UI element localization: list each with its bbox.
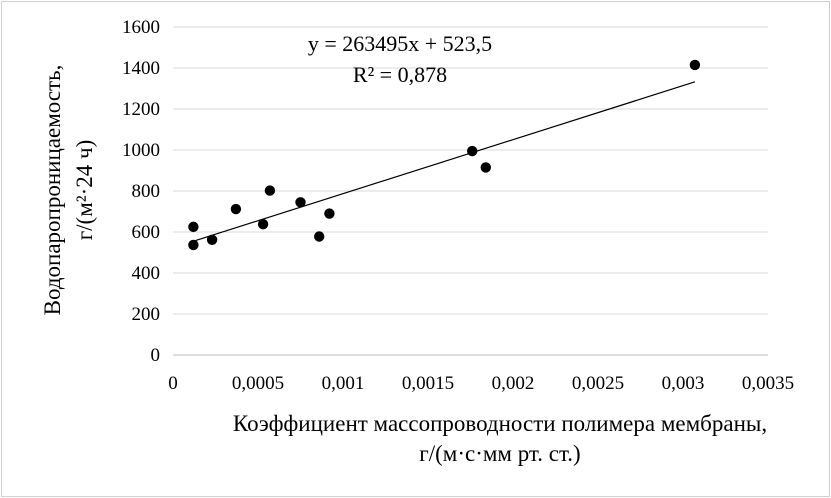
trendline — [189, 81, 696, 243]
x-tick-label: 0,0005 — [232, 373, 284, 394]
y-tick-label: 1400 — [122, 58, 160, 79]
y-tick-label: 600 — [132, 222, 161, 243]
data-point-7 — [314, 231, 325, 242]
trendline-equation: y = 263495x + 523,5 — [308, 31, 492, 56]
data-point-6 — [295, 197, 306, 208]
data-point-11 — [689, 59, 701, 71]
data-point-0 — [188, 221, 199, 233]
data-point-5 — [264, 185, 276, 196]
x-tick-label: 0,0035 — [742, 373, 794, 394]
data-points — [188, 59, 701, 251]
data-point-10 — [480, 162, 491, 173]
y-tick-label: 400 — [132, 263, 161, 284]
y-tick-label: 800 — [132, 181, 161, 202]
data-point-4 — [257, 219, 269, 230]
grid-lines — [173, 26, 768, 315]
y-tick-label: 1000 — [122, 140, 160, 161]
data-point-2 — [206, 234, 218, 245]
x-tick-label: 0,0025 — [572, 373, 624, 394]
x-tick-label: 0 — [168, 373, 178, 394]
r-squared-label: R² = 0,878 — [353, 62, 447, 87]
x-tick-label: 0,002 — [492, 373, 535, 394]
trendline-group — [189, 81, 696, 243]
y-tick-label: 200 — [132, 304, 161, 325]
y-tick-labels: 0 200 400 600 800 1000 1200 1400 1600 — [122, 17, 160, 366]
data-point-1 — [188, 239, 199, 251]
x-tick-label: 0,003 — [662, 373, 705, 394]
x-axis-title-line1: Коэффициент массопроводности полимера ме… — [233, 411, 767, 436]
data-point-9 — [467, 145, 478, 157]
data-point-8 — [324, 208, 335, 219]
y-tick-label: 0 — [151, 345, 161, 366]
x-tick-label: 0,0015 — [402, 373, 454, 394]
y-tick-label: 1600 — [122, 17, 160, 38]
data-point-3 — [230, 203, 242, 215]
y-axis-title-line2: г/(м²·24 ч) — [72, 140, 97, 241]
y-tick-label: 1200 — [122, 99, 160, 120]
x-axis-title-line2: г/(м·с·мм рт. ст.) — [419, 441, 580, 466]
x-tick-labels: 0 0,0005 0,001 0,0015 0,002 0,0025 0,003 0,0035 — [168, 373, 794, 394]
x-tick-label: 0,001 — [322, 373, 365, 394]
y-axis-title-line1: Водопаропроницаемость, — [40, 65, 65, 316]
